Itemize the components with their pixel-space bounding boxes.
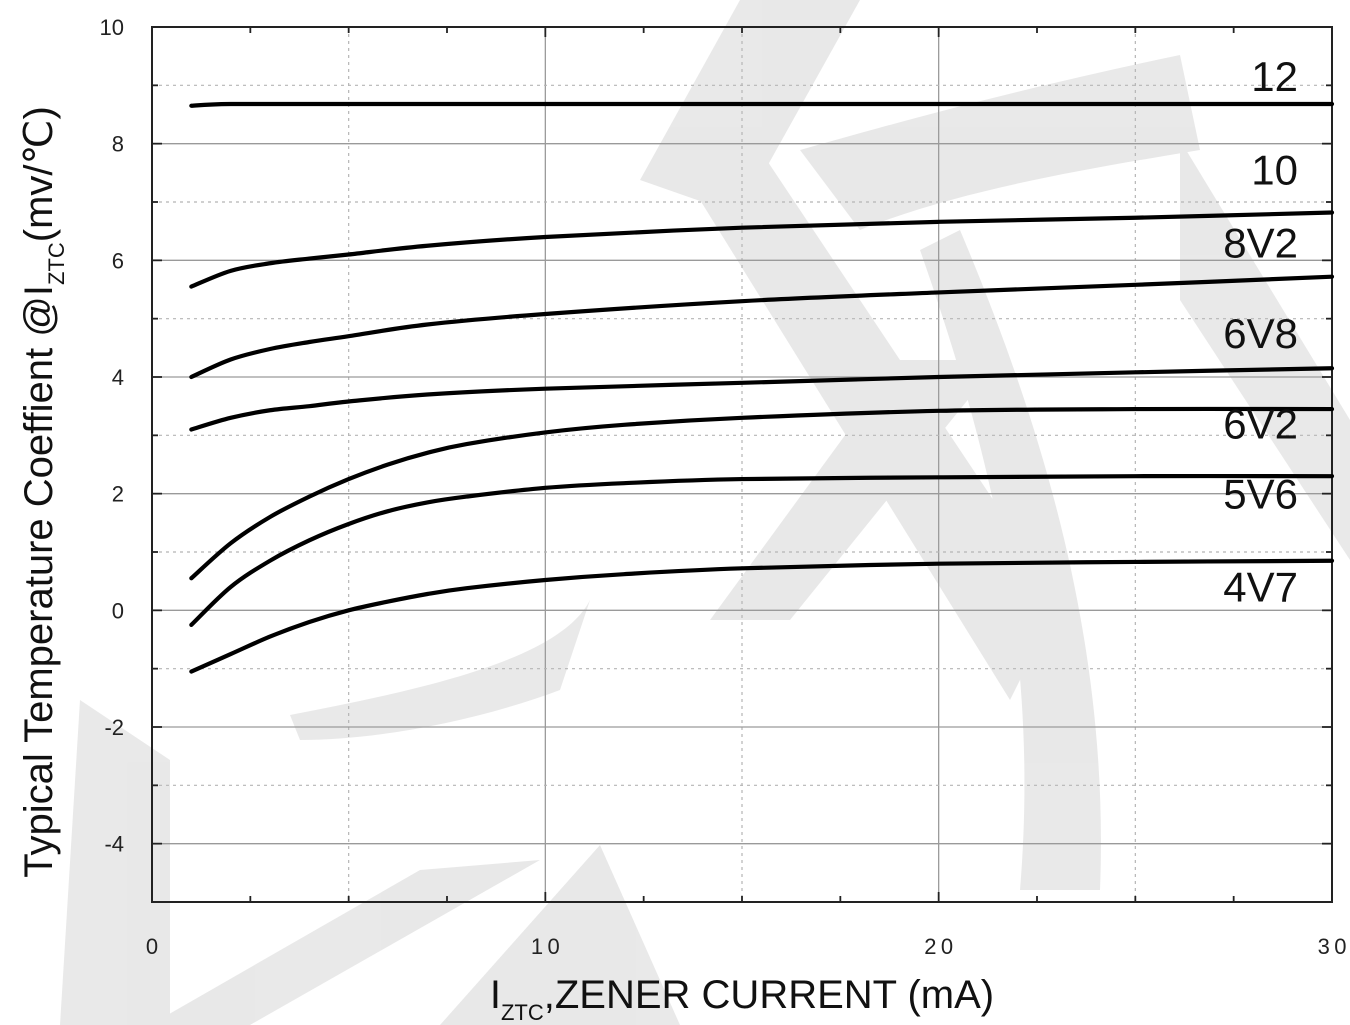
series-line-12: [189, 101, 1335, 108]
series-line-4V7: [189, 558, 1335, 674]
y-tick-label: 8: [112, 132, 124, 157]
x-tick-label: 0: [146, 934, 158, 959]
y-tick-label: 10: [100, 15, 124, 40]
series-label-6V8: 6V8: [1223, 310, 1298, 357]
series-line-10: [189, 210, 1335, 289]
series-label-4V7: 4V7: [1223, 564, 1298, 611]
series-line-6V8: [189, 366, 1335, 432]
x-axis-title: IZTC,ZENER CURRENT (mA): [490, 973, 994, 1025]
series-label-8V2: 8V2: [1223, 219, 1298, 266]
series-line-8V2: [189, 274, 1335, 380]
y-axis-title: Typical Temperature Coeffient @IZTC(mv/℃…: [17, 106, 69, 878]
watermark: [60, 0, 1350, 1025]
y-tick-label: 2: [112, 482, 124, 507]
y-tick-label: -4: [104, 832, 124, 857]
y-tick-label: 6: [112, 248, 124, 273]
series-label-10: 10: [1251, 147, 1298, 194]
series-label-5V6: 5V6: [1223, 470, 1298, 517]
x-tick-label: 3 0: [1318, 934, 1347, 959]
y-tick-label: 4: [112, 365, 124, 390]
y-tick-label: 0: [112, 598, 124, 623]
series-line-6V2: [189, 406, 1335, 581]
series-label-12: 12: [1251, 53, 1298, 100]
series-line-5V6: [189, 473, 1335, 628]
series-label-6V2: 6V2: [1223, 400, 1298, 447]
x-tick-label: 2 0: [924, 934, 953, 959]
y-tick-label: -2: [104, 715, 124, 740]
x-tick-label: 1 0: [531, 934, 560, 959]
